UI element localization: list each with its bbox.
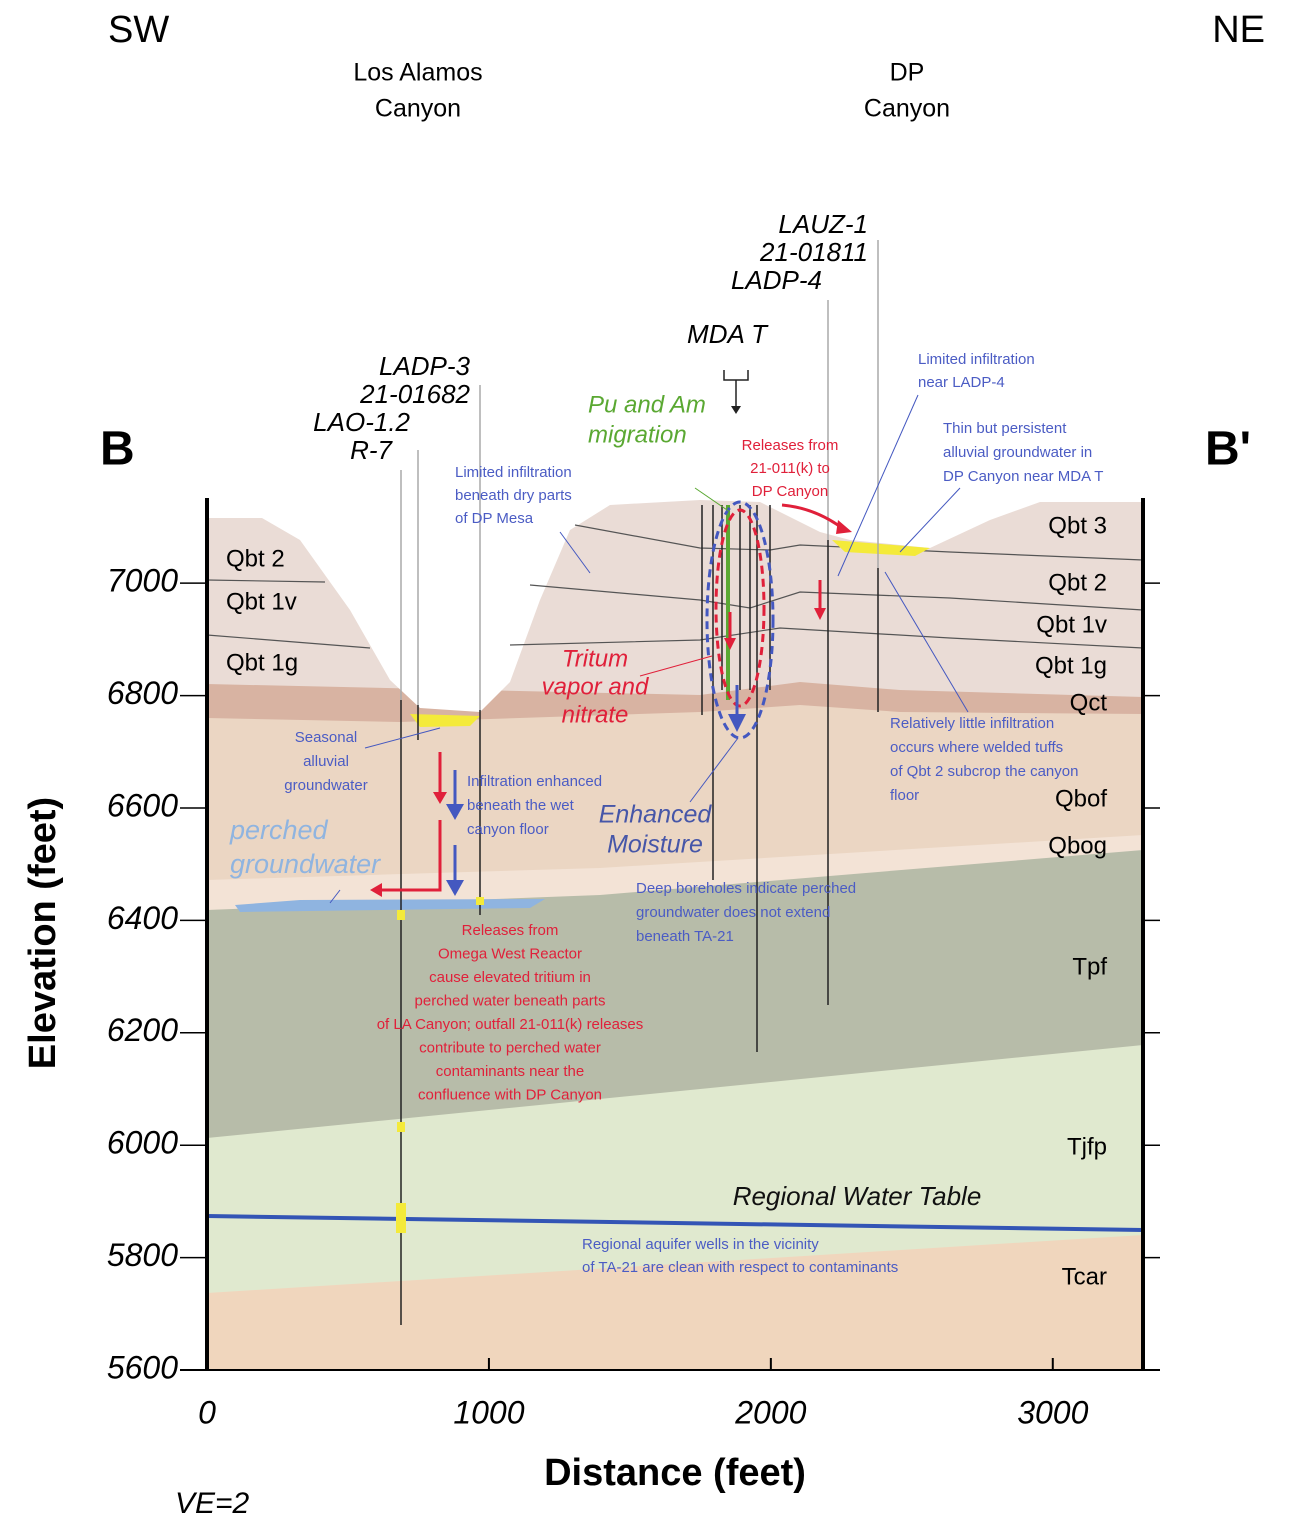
- note: VE=2: [175, 1487, 250, 1520]
- y-tick-label: 6400: [107, 900, 178, 936]
- arrowhead: [731, 406, 741, 414]
- unit-label: Qbof: [1055, 785, 1107, 812]
- alluvial-water: [410, 714, 480, 727]
- direction: SW: [108, 9, 169, 51]
- y-tick-label: 5800: [107, 1237, 178, 1273]
- annotation: Enhanced: [599, 801, 713, 829]
- unit-label: Qct: [1070, 689, 1108, 716]
- unit-label: Qbt 1v: [226, 588, 297, 615]
- screen: [476, 897, 484, 905]
- annotation: Deep boreholes indicate perched: [636, 880, 856, 897]
- unit-label: Tjfp: [1067, 1133, 1107, 1160]
- annotation: Releases from: [462, 922, 559, 939]
- annotation: confluence with DP Canyon: [418, 1086, 602, 1103]
- unit-label: Qbog: [1048, 832, 1107, 859]
- borehole-label: LAUZ-1: [778, 209, 868, 239]
- borehole-label: LAO-1.2: [313, 407, 410, 437]
- annotation: Limited infiltration: [455, 464, 572, 481]
- x-axis-title: Distance (feet): [544, 1452, 806, 1494]
- annotation: Infiltration enhanced: [467, 773, 602, 790]
- y-tick-label: 6200: [107, 1012, 178, 1048]
- annotation: of DP Mesa: [455, 510, 534, 527]
- mda-marker: [724, 370, 748, 410]
- x-tick-label: 2000: [734, 1394, 806, 1430]
- screen: [397, 1122, 405, 1132]
- annotation: of LA Canyon; outfall 21-011(k) releases: [377, 1016, 644, 1033]
- section-end: B: [100, 423, 135, 476]
- canyon-label: DP: [890, 59, 925, 87]
- annotation: of TA-21 are clean with respect to conta…: [582, 1259, 898, 1276]
- annotation: Tritum: [562, 645, 628, 672]
- annotation: Regional Water Table: [733, 1181, 982, 1211]
- borehole-label: 21-01811: [759, 237, 868, 267]
- annotation: near LADP-4: [918, 374, 1005, 391]
- x-tick-label: 1000: [453, 1394, 524, 1430]
- annotation: perched water beneath parts: [415, 992, 606, 1009]
- y-tick-label: 6600: [107, 787, 178, 823]
- annotation: migration: [588, 421, 687, 448]
- annotation: alluvial groundwater in: [943, 444, 1092, 461]
- borehole-label: MDA T: [687, 319, 769, 349]
- unit-label: Qbt 2: [1048, 569, 1107, 596]
- annotation: Omega West Reactor: [438, 945, 582, 962]
- unit-label: Tpf: [1072, 953, 1107, 980]
- annotation: Releases from: [742, 437, 839, 454]
- annotation: groundwater: [284, 777, 367, 794]
- unit-label: Qbt 3: [1048, 512, 1107, 539]
- screen: [397, 910, 405, 920]
- unit-label: Tcar: [1062, 1263, 1107, 1290]
- direction: NE: [1212, 9, 1265, 51]
- annotation: of Qbt 2 subcrop the canyon: [890, 763, 1078, 780]
- annotation: canyon floor: [467, 821, 549, 838]
- annotation: groundwater: [230, 849, 381, 879]
- unit-label: Qbt 2: [226, 545, 285, 572]
- borehole-label: 21-01682: [359, 379, 470, 409]
- borehole-label: R-7: [350, 435, 393, 465]
- x-tick-label: 0: [198, 1394, 216, 1430]
- x-tick-label: 3000: [1017, 1394, 1088, 1430]
- annotation: contaminants near the: [436, 1063, 584, 1080]
- annotation: occurs where welded tuffs: [890, 739, 1063, 756]
- y-tick-label: 7000: [107, 563, 178, 599]
- annotation: nitrate: [562, 701, 629, 728]
- canyon-label: Canyon: [375, 95, 461, 123]
- y-tick-label: 6000: [107, 1125, 178, 1161]
- screen: [396, 1203, 406, 1233]
- annotation: beneath dry parts: [455, 487, 572, 504]
- annotation: 21-011(k) to: [750, 460, 830, 477]
- section-end: B': [1205, 423, 1251, 476]
- annotation: beneath the wet: [467, 797, 575, 814]
- annotation: DP Canyon: [752, 483, 828, 500]
- annotation: DP Canyon near MDA T: [943, 468, 1103, 485]
- annotation: vapor and: [542, 673, 649, 700]
- unit-label: Qbt 1g: [1035, 652, 1107, 679]
- cross-section: SW NE B B' VE=2 Los Alamos Canyon DP Canyon LADP-…: [0, 0, 1293, 1525]
- y-tick-label: 6800: [107, 675, 178, 711]
- borehole-label: LADP-4: [731, 265, 822, 295]
- canyon-label: Los Alamos: [353, 59, 482, 87]
- annotation: Seasonal: [295, 729, 358, 746]
- annotation: Regional aquifer wells in the vicinity: [582, 1236, 819, 1253]
- annotation: Relatively little infiltration: [890, 715, 1054, 732]
- y-tick-label: 5600: [107, 1349, 178, 1385]
- borehole-label: LADP-3: [379, 351, 471, 381]
- annotation: cause elevated tritium in: [429, 969, 591, 986]
- annotation: alluvial: [303, 753, 349, 770]
- annotation: beneath TA-21: [636, 928, 734, 945]
- annotation: Limited infiltration: [918, 351, 1035, 368]
- unit-label: Qbt 1v: [1036, 611, 1107, 638]
- annotation: Thin but persistent: [943, 420, 1067, 437]
- y-axis-title: Elevation (feet): [22, 797, 64, 1069]
- annotation: groundwater does not extend: [636, 904, 830, 921]
- canyon-label: Canyon: [864, 95, 950, 123]
- annotation: floor: [890, 787, 919, 804]
- annotation: contribute to perched water: [419, 1039, 601, 1056]
- annotation: perched: [229, 815, 329, 845]
- unit-label: Qbt 1g: [226, 649, 298, 676]
- annotation: Pu and Am: [588, 391, 706, 418]
- annotation: Moisture: [607, 831, 703, 859]
